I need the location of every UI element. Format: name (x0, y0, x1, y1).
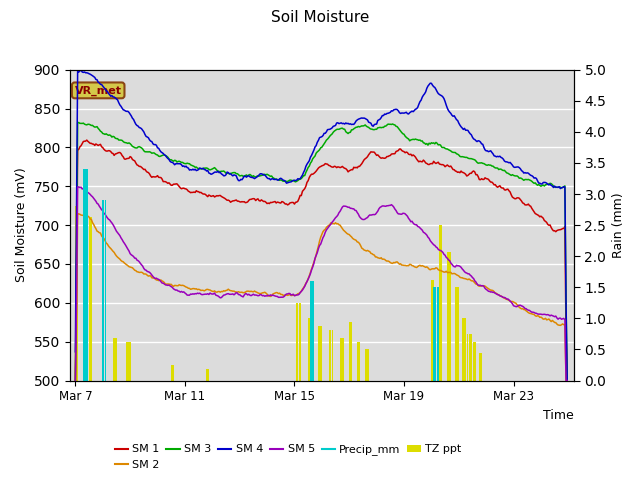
Bar (85, 169, 86, 381)
Bar (463, 318, 464, 381)
Bar (473, 342, 474, 381)
X-axis label: Time: Time (543, 409, 574, 422)
Bar (456, 287, 457, 381)
Bar (343, 338, 344, 381)
Bar (127, 342, 129, 381)
Bar (366, 349, 367, 381)
Bar (298, 303, 300, 381)
Bar (479, 353, 480, 381)
Bar (330, 330, 332, 381)
Bar (84, 169, 85, 381)
Bar (461, 318, 463, 381)
Bar (368, 349, 369, 381)
Bar (350, 322, 351, 381)
Text: VR_met: VR_met (75, 85, 122, 96)
Bar (433, 279, 434, 381)
Bar (308, 318, 310, 381)
Bar (449, 252, 450, 381)
Bar (173, 365, 174, 381)
Bar (464, 318, 465, 381)
Bar (468, 334, 470, 381)
Bar (172, 365, 173, 381)
Bar (75, 206, 76, 381)
Bar (310, 318, 311, 381)
Bar (439, 225, 440, 381)
Bar (474, 342, 476, 381)
Bar (358, 342, 359, 381)
Bar (104, 200, 106, 381)
Bar (320, 326, 321, 381)
Bar (130, 342, 131, 381)
Bar (171, 365, 172, 381)
Bar (435, 287, 436, 381)
Bar (318, 326, 319, 381)
Legend: SM 1, SM 2, SM 3, SM 4, SM 5, Precip_mm, TZ ppt: SM 1, SM 2, SM 3, SM 4, SM 5, Precip_mm,… (110, 440, 466, 474)
Bar (457, 287, 458, 381)
Bar (91, 217, 92, 381)
Bar (441, 225, 442, 381)
Bar (367, 349, 368, 381)
Bar (440, 225, 441, 381)
Bar (431, 279, 432, 381)
Bar (332, 330, 333, 381)
Bar (126, 342, 127, 381)
Bar (447, 252, 448, 381)
Bar (340, 338, 342, 381)
Bar (310, 281, 311, 381)
Bar (321, 326, 323, 381)
Bar (76, 206, 77, 381)
Bar (480, 353, 481, 381)
Bar (296, 303, 297, 381)
Bar (88, 217, 90, 381)
Bar (90, 217, 91, 381)
Bar (114, 338, 115, 381)
Y-axis label: Rain (mm): Rain (mm) (612, 192, 625, 258)
Bar (86, 169, 87, 381)
Bar (351, 322, 352, 381)
Bar (438, 287, 439, 381)
Bar (300, 303, 301, 381)
Bar (206, 369, 207, 381)
Bar (465, 318, 466, 381)
Bar (319, 326, 320, 381)
Bar (433, 287, 434, 381)
Bar (471, 334, 472, 381)
Bar (356, 342, 358, 381)
Bar (481, 353, 482, 381)
Bar (455, 287, 456, 381)
Bar (436, 287, 438, 381)
Bar (311, 281, 312, 381)
Bar (458, 287, 460, 381)
Bar (102, 200, 103, 381)
Bar (207, 369, 208, 381)
Bar (467, 334, 468, 381)
Bar (83, 169, 84, 381)
Bar (115, 338, 116, 381)
Bar (359, 342, 360, 381)
Bar (312, 281, 313, 381)
Bar (342, 338, 343, 381)
Bar (448, 252, 449, 381)
Bar (116, 338, 117, 381)
Text: Soil Moisture: Soil Moisture (271, 10, 369, 24)
Y-axis label: Soil Moisture (mV): Soil Moisture (mV) (15, 168, 28, 283)
Bar (432, 279, 433, 381)
Bar (77, 206, 78, 381)
